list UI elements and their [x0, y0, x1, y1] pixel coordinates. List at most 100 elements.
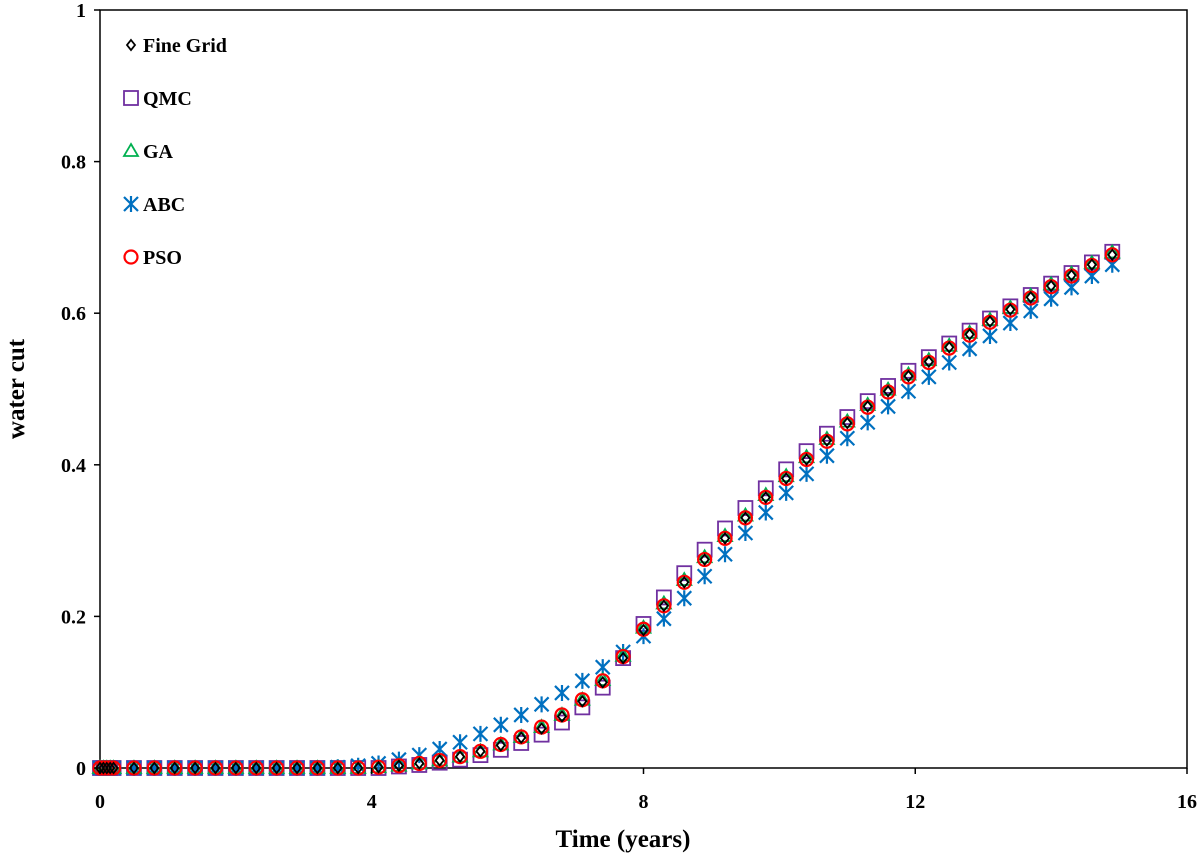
data-point-diamond	[353, 761, 364, 775]
data-point-circle	[432, 752, 448, 769]
x-tick-label: 0	[95, 791, 105, 813]
data-point-diamond	[128, 761, 140, 775]
x-axis-ticks: 0 4 8 12 16	[95, 768, 1197, 813]
data-point-circle	[330, 760, 346, 776]
data-point-triangle	[573, 690, 591, 706]
data-point-circle	[717, 530, 733, 546]
y-tick-label: 0.2	[61, 606, 86, 628]
legend-item: Fine Grid	[125, 35, 227, 57]
data-point-circle	[228, 760, 244, 776]
data-point-circle	[1104, 247, 1120, 263]
data-point-diamond	[638, 623, 649, 637]
data-point-triangle	[553, 706, 571, 721]
data-point-asterisk	[941, 354, 957, 371]
data-point-circle	[309, 760, 325, 776]
data-point-diamond	[944, 340, 955, 354]
data-point-diamond	[210, 761, 221, 775]
data-point-asterisk	[778, 484, 794, 501]
data-point-triangle	[1022, 286, 1040, 302]
data-point-diamond	[101, 761, 112, 775]
data-point-triangle	[533, 718, 551, 733]
data-point-diamond	[454, 750, 466, 764]
data-point-diamond	[964, 327, 975, 341]
data-point-circle	[676, 574, 692, 590]
data-point-triangle	[716, 527, 734, 542]
data-point-square	[900, 362, 917, 379]
data-point-triangle	[736, 506, 754, 522]
data-point-asterisk	[554, 684, 570, 701]
legend-marker-diamond	[125, 38, 137, 52]
data-point-diamond	[719, 531, 731, 545]
data-point-asterisk	[493, 716, 509, 733]
legend-label: GA	[143, 141, 174, 163]
data-point-square	[859, 393, 876, 410]
y-tick-label: 1	[76, 0, 86, 22]
data-point-triangle	[1103, 243, 1121, 259]
data-point-triangle	[1083, 254, 1101, 270]
data-point-triangle	[981, 311, 999, 326]
data-point-circle	[737, 510, 754, 526]
data-point-diamond	[98, 761, 109, 775]
data-point-diamond	[332, 761, 343, 775]
y-axis-title: water cut	[3, 338, 30, 439]
data-point-asterisk	[676, 590, 693, 607]
data-point-triangle	[696, 548, 714, 564]
data-point-diamond	[189, 761, 201, 775]
data-point-diamond	[271, 761, 282, 775]
legend-item: PSO	[123, 247, 182, 269]
data-point-diamond	[1066, 268, 1077, 282]
data-point-square	[574, 699, 591, 716]
x-tick-label: 16	[1177, 791, 1197, 813]
legend-label: Fine Grid	[143, 35, 227, 57]
data-point-triangle	[675, 571, 693, 586]
data-point-asterisk	[452, 734, 468, 751]
data-point-asterisk	[961, 340, 978, 357]
data-point-circle	[798, 451, 815, 468]
data-point-diamond	[740, 511, 751, 525]
data-point-asterisk	[472, 725, 489, 742]
data-point-square	[737, 500, 754, 516]
data-point-diamond	[475, 744, 486, 758]
data-point-diamond	[373, 760, 384, 774]
legend-label: ABC	[143, 194, 185, 216]
y-tick-label: 0.4	[61, 455, 86, 477]
data-point-asterisk	[839, 430, 856, 447]
data-point-circle	[391, 758, 407, 774]
data-point-circle	[370, 759, 387, 775]
data-point-diamond	[516, 731, 527, 745]
data-point-square	[757, 480, 774, 497]
data-point-asterisk	[921, 368, 937, 385]
data-point-triangle	[838, 412, 856, 428]
data-point-square	[920, 349, 937, 366]
data-point-triangle	[757, 486, 775, 502]
plot-area	[99, 9, 1188, 769]
legend-item: QMC	[123, 88, 192, 110]
legend: Fine Grid QMC GA ABC PSO	[122, 35, 227, 269]
data-point-diamond	[495, 738, 506, 752]
data-point-triangle	[940, 337, 958, 352]
data-point-asterisk	[859, 414, 876, 431]
data-point-diamond	[149, 761, 160, 775]
data-point-asterisk	[819, 447, 835, 464]
data-point-circle	[472, 743, 489, 759]
x-tick-label: 4	[367, 791, 377, 813]
data-point-triangle	[614, 647, 632, 662]
data-point-asterisk	[737, 525, 754, 542]
data-point-square	[778, 461, 795, 478]
data-point-circle	[207, 760, 224, 776]
series-fine-grid	[94, 248, 1118, 775]
data-point-diamond	[1107, 248, 1118, 262]
data-point-circle	[452, 749, 468, 765]
data-point-square	[839, 409, 856, 425]
data-point-triangle	[1001, 299, 1019, 314]
data-point-diamond	[781, 472, 792, 485]
data-point-square	[696, 541, 713, 558]
data-point-circle	[146, 760, 162, 776]
data-point-triangle	[1062, 264, 1081, 280]
data-point-asterisk	[758, 504, 774, 521]
data-point-square	[819, 425, 835, 442]
data-point-diamond	[108, 761, 119, 775]
data-point-square	[513, 735, 530, 751]
y-tick-label: 0.6	[61, 303, 86, 325]
y-tick-label: 0.8	[61, 152, 86, 174]
